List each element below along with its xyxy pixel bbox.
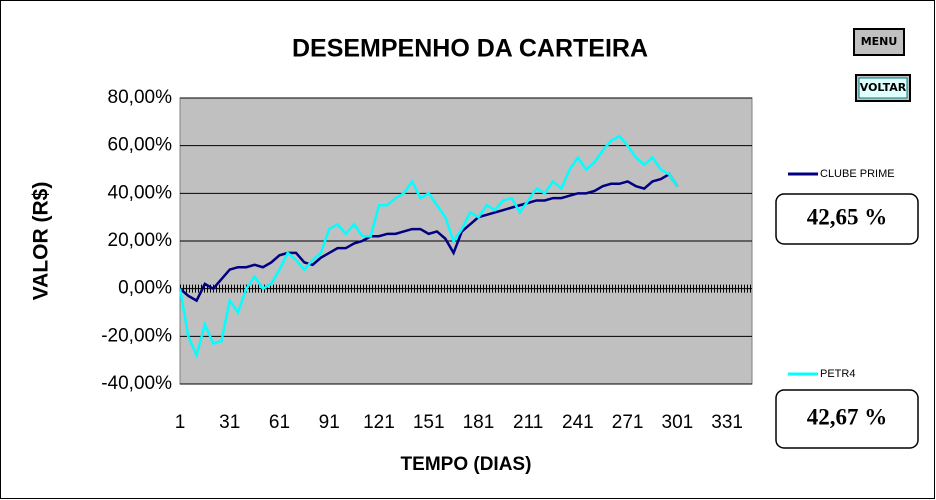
x-tick-label: 331 [711,412,743,433]
button-label[interactable]: MENU [861,35,898,48]
chart-title: DESEMPENHO DA CARTEIRA [292,35,648,63]
x-tick-label: 301 [662,412,694,433]
series-line [178,134,679,360]
x-tick-label: 241 [562,412,594,433]
y-axis-label: VALOR (R$) [30,182,53,301]
y-tick-label: 60,00% [108,135,173,156]
x-tick-label: 31 [219,412,240,433]
y-tick-label: 0,00% [118,278,172,299]
legend-label: PETR4 [820,368,855,380]
x-tick-label: 61 [269,412,290,433]
x-tick-label: 151 [413,412,445,433]
result-box [775,193,919,245]
x-tick-label: 121 [363,412,395,433]
y-tick-label: 80,00% [108,87,173,108]
result-value: 42,67 % [807,404,888,429]
x-axis-label: TEMPO (DIAS) [401,454,532,475]
series-line [179,172,679,303]
menu-button[interactable]: MENU [853,28,905,56]
x-tick-label: 181 [463,412,495,433]
button-frame[interactable] [853,28,905,56]
legend-label: CLUBE PRIME [820,168,895,180]
y-tick-label: 40,00% [108,182,173,203]
x-tick-label: 271 [612,412,644,433]
button-label[interactable]: VOLTAR [860,81,907,94]
voltar-button[interactable]: VOLTAR [855,74,911,102]
x-tick-label: 211 [513,412,543,433]
x-tick-label: 1 [175,412,186,433]
result-value: 42,65 % [807,204,888,229]
button-face[interactable] [858,77,908,99]
y-tick-label: -20,00% [101,325,172,346]
result-box [775,389,919,449]
x-tick-label: 91 [319,412,340,433]
y-tick-label: -40,00% [101,373,172,394]
y-tick-label: 20,00% [108,230,173,251]
